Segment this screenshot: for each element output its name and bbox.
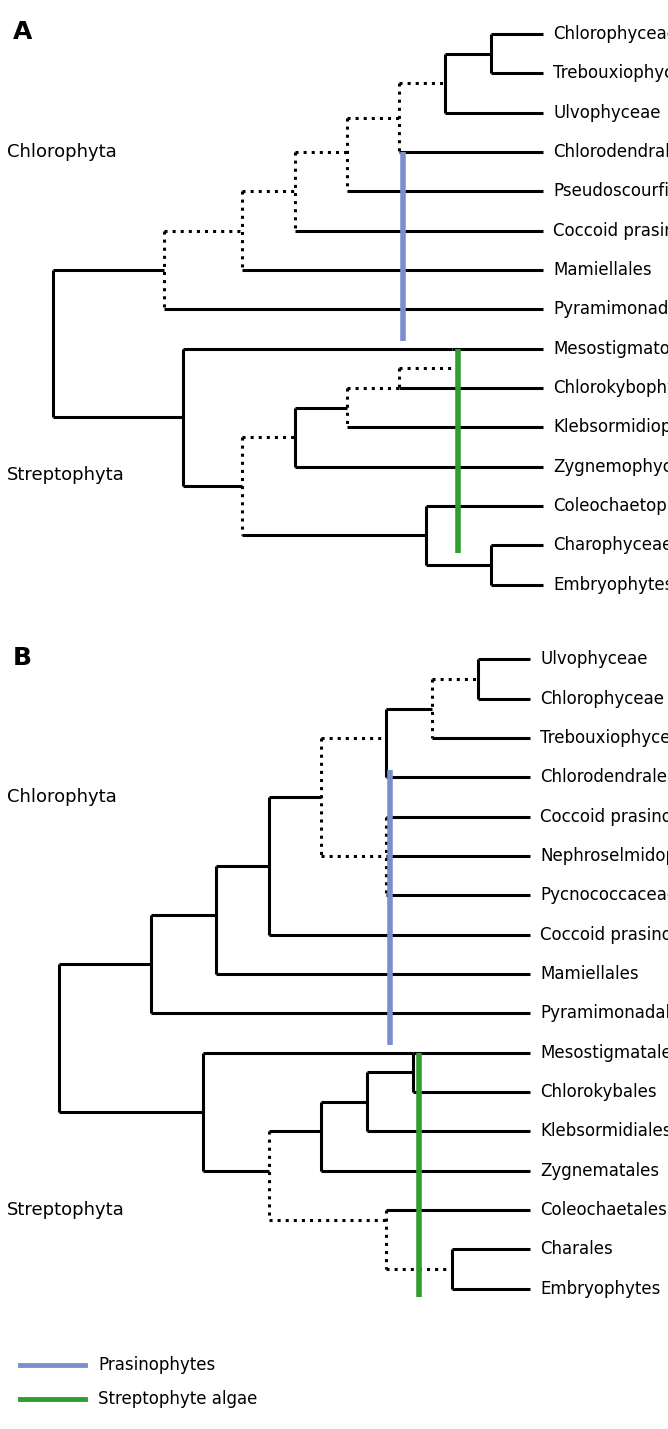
Text: Pycnococcaceae: Pycnococcaceae [540, 886, 668, 905]
Text: Chlorodendrales: Chlorodendrales [540, 769, 668, 786]
Text: Ulvophyceae: Ulvophyceae [540, 650, 648, 669]
Text: Embryophytes: Embryophytes [540, 1280, 661, 1298]
Text: Embryophytes: Embryophytes [553, 576, 668, 593]
Text: Chlorophyta: Chlorophyta [7, 143, 116, 161]
Text: Trebouxiophyceae: Trebouxiophyceae [540, 729, 668, 747]
Text: Chlorokybophyceae: Chlorokybophyceae [553, 379, 668, 397]
Text: Charales: Charales [540, 1240, 613, 1259]
Text: Zygnematales: Zygnematales [540, 1162, 659, 1180]
Text: Coccoid prasinophytes: Coccoid prasinophytes [540, 807, 668, 826]
Text: Chlorokybales: Chlorokybales [540, 1083, 657, 1102]
Text: Streptophyta: Streptophyta [7, 1202, 124, 1219]
Text: Chlorophyta: Chlorophyta [7, 789, 116, 806]
Text: B: B [13, 646, 32, 670]
Text: Klebsormidiophyceae: Klebsormidiophyceae [553, 419, 668, 436]
Text: Coleochaetales: Coleochaetales [540, 1202, 667, 1219]
Text: Klebsormidiales: Klebsormidiales [540, 1122, 668, 1140]
Text: Chlorodendrales: Chlorodendrales [553, 143, 668, 161]
Text: Ulvophyceae: Ulvophyceae [553, 104, 661, 121]
Text: Mamiellales: Mamiellales [553, 262, 652, 279]
Text: Charophyceae: Charophyceae [553, 536, 668, 554]
Text: Zygnemophyceae: Zygnemophyceae [553, 457, 668, 476]
Text: Coccoid prasinophytes: Coccoid prasinophytes [540, 926, 668, 943]
Text: Trebouxiophyceae: Trebouxiophyceae [553, 64, 668, 83]
Text: Prasinophytes: Prasinophytes [98, 1356, 216, 1375]
Text: Mesostigmatophyceae: Mesostigmatophyceae [553, 340, 668, 357]
Text: Nephroselmidophyceae: Nephroselmidophyceae [540, 847, 668, 865]
Text: Chlorophyceae: Chlorophyceae [540, 690, 664, 707]
Text: Mesostigmatales: Mesostigmatales [540, 1043, 668, 1062]
Text: Coccoid prasinophytes: Coccoid prasinophytes [553, 221, 668, 240]
Text: Streptophyte algae: Streptophyte algae [98, 1390, 258, 1408]
Text: Pyramimonadales: Pyramimonadales [553, 300, 668, 319]
Text: Pyramimonadales: Pyramimonadales [540, 1005, 668, 1022]
Text: Coleochaetophyceae: Coleochaetophyceae [553, 497, 668, 514]
Text: Chlorophyceae: Chlorophyceae [553, 24, 668, 43]
Text: Streptophyta: Streptophyta [7, 466, 124, 483]
Text: A: A [13, 20, 33, 44]
Text: Pseudoscourfieldiales: Pseudoscourfieldiales [553, 183, 668, 200]
Text: Mamiellales: Mamiellales [540, 965, 639, 983]
